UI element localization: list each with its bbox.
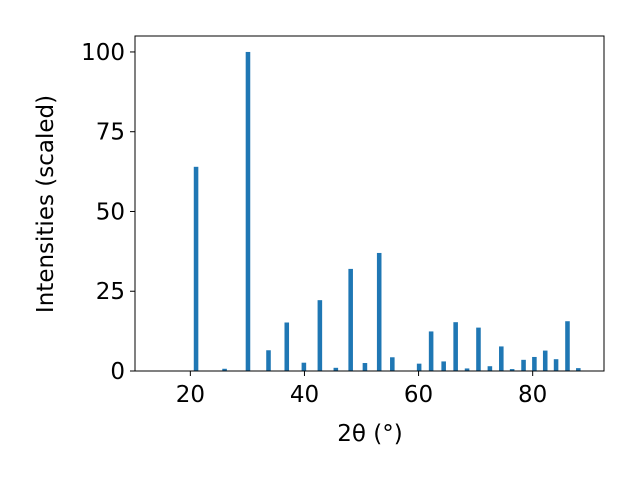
bar-19 [499, 346, 504, 371]
bar-16 [464, 368, 470, 371]
bar-26 [576, 368, 581, 371]
bar-11 [390, 357, 395, 371]
bar-17 [476, 327, 481, 371]
y-axis-ticks: 0 25 50 75 100 [81, 40, 135, 385]
bar-10 [376, 252, 382, 371]
bar-7 [333, 367, 339, 371]
bar-23 [542, 350, 548, 371]
bar-20 [509, 369, 515, 371]
bar-9 [362, 363, 368, 371]
x-tick-label-2: 60 [404, 382, 433, 408]
x-tick-label-1: 40 [290, 382, 319, 408]
bar-12 [416, 363, 422, 371]
x-tick-label-3: 80 [518, 382, 547, 408]
y-axis-label: Intensities (scaled) [33, 95, 59, 313]
bar-22 [532, 356, 537, 371]
bar-25 [565, 321, 570, 371]
bar-24 [553, 359, 559, 371]
bar-8 [348, 268, 353, 371]
bar-1 [222, 368, 227, 371]
plot-frame [134, 35, 605, 372]
bar-15 [453, 322, 458, 371]
y-tick-label-1: 25 [96, 279, 125, 305]
bar-3 [266, 350, 271, 371]
bar-0 [193, 166, 199, 371]
bar-14 [441, 361, 446, 371]
bar-21 [521, 359, 526, 371]
bar-2 [245, 51, 251, 371]
x-axis-ticks: 20 40 60 80 [176, 371, 547, 408]
y-tick-label-4: 100 [81, 40, 125, 66]
bar-4 [284, 322, 290, 371]
bar-13 [428, 331, 434, 371]
y-tick-label-2: 50 [96, 199, 125, 225]
x-tick-label-0: 20 [176, 382, 205, 408]
y-tick-label-0: 0 [110, 359, 125, 385]
bar-6 [317, 300, 323, 371]
bar-series [193, 51, 581, 371]
x-axis-label: 2θ (°) [337, 421, 402, 447]
y-tick-label-3: 75 [96, 120, 125, 146]
bar-18 [487, 366, 493, 371]
bar-5 [301, 362, 307, 371]
